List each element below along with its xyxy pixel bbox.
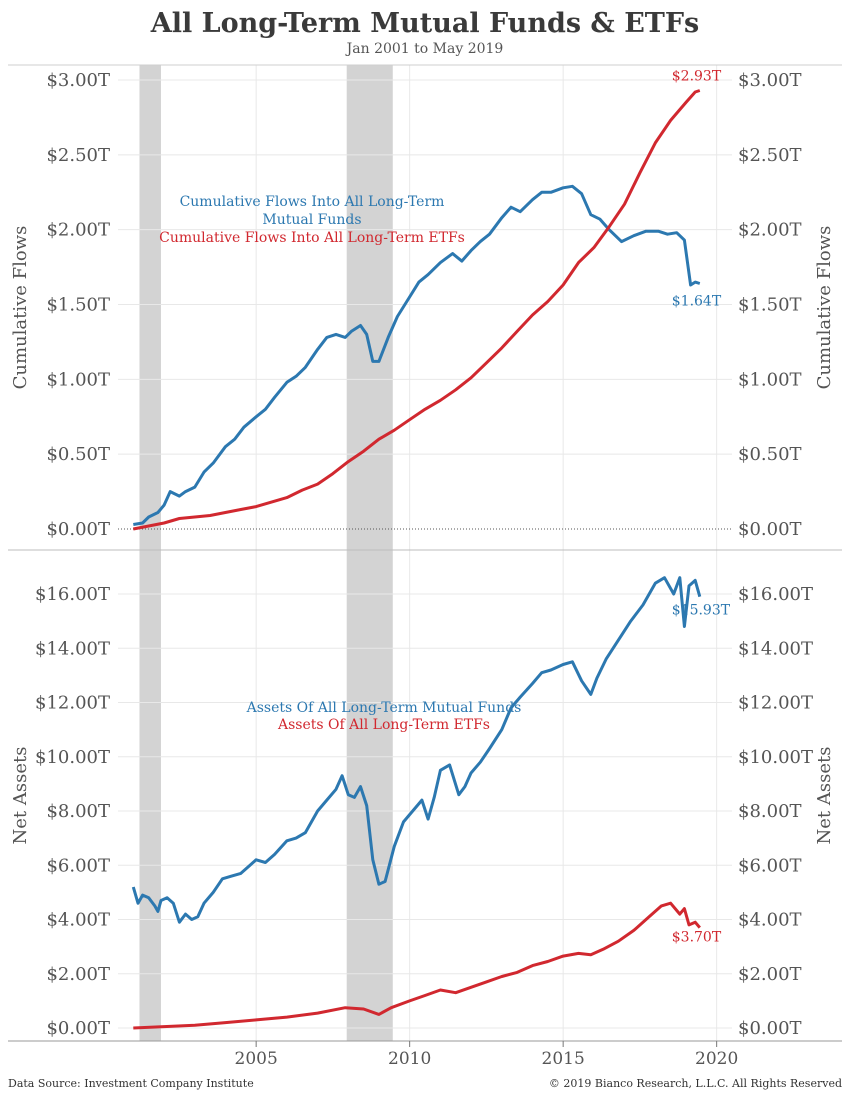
y-tick-label-right: $4.00T — [738, 910, 802, 931]
y-tick-label-left: $6.00T — [46, 855, 110, 876]
y-tick-label-left: $0.00T — [46, 1018, 110, 1039]
y-tick-label-right: $0.00T — [738, 1018, 802, 1039]
y-tick-label-right: $8.00T — [738, 801, 802, 822]
y-axis-label-right: Cumulative Flows — [814, 226, 835, 390]
y-tick-label-right: $14.00T — [738, 638, 813, 659]
y-tick-label-left: $16.00T — [35, 584, 110, 605]
series-annotation: Cumulative Flows Into All Long-Term — [180, 194, 445, 210]
y-tick-label-right: $12.00T — [738, 693, 813, 714]
recession-band — [346, 65, 393, 550]
end-value-label: $3.70T — [672, 930, 722, 946]
y-tick-label-left: $0.50T — [46, 444, 110, 465]
assets-panel: $0.00T $0.00T $2.00T $2.00T $4.00T $4.00T $6.0… — [10, 550, 835, 1041]
series-annotation: Assets Of All Long-Term Mutual Funds — [246, 700, 522, 716]
chart-subtitle: Jan 2001 to May 2019 — [346, 41, 504, 57]
copyright-note: © 2019 Bianco Research, L.L.C. All Right… — [548, 1077, 842, 1090]
y-axis-label-left: Net Assets — [10, 747, 31, 845]
y-tick-label-right: $0.00T — [738, 519, 802, 540]
y-tick-label-left: $2.00T — [46, 964, 110, 985]
series-annotation: Cumulative Flows Into All Long-Term ETFs — [159, 230, 465, 246]
mutual-funds-assets-line — [131, 576, 702, 924]
y-tick-label-left: $10.00T — [35, 747, 110, 768]
etf-assets-line — [133, 901, 701, 1030]
y-tick-label-right: $16.00T — [738, 584, 813, 605]
y-tick-label-right: $2.00T — [738, 220, 802, 241]
y-tick-label-right: $6.00T — [738, 855, 802, 876]
y-tick-label-right: $2.50T — [738, 145, 802, 166]
series-annotation: Mutual Funds — [262, 212, 361, 228]
data-source-note: Data Source: Investment Company Institut… — [8, 1077, 254, 1090]
x-tick-label: 2020 — [695, 1049, 738, 1069]
end-value-label: $1.64T — [672, 294, 722, 310]
recession-band — [139, 65, 161, 550]
y-axis-label-right: Net Assets — [814, 747, 835, 845]
series-annotation: Assets Of All Long-Term ETFs — [277, 717, 490, 733]
x-tick-label: 2010 — [388, 1049, 431, 1069]
chart-title: All Long-Term Mutual Funds & ETFs — [150, 8, 700, 39]
etf-flows-line — [133, 89, 701, 531]
y-tick-label-right: $0.50T — [738, 444, 802, 465]
y-tick-label-left: $14.00T — [35, 638, 110, 659]
y-tick-label-left: $2.50T — [46, 145, 110, 166]
y-tick-label-left: $4.00T — [46, 910, 110, 931]
x-tick-label: 2015 — [542, 1049, 585, 1069]
y-tick-label-right: $3.00T — [738, 70, 802, 91]
end-value-label: $15.93T — [672, 603, 731, 619]
y-tick-label-right: $10.00T — [738, 747, 813, 768]
y-axis-label-left: Cumulative Flows — [10, 226, 31, 390]
x-tick-label: 2005 — [235, 1049, 278, 1069]
recession-band — [139, 550, 161, 1041]
end-value-label: $2.93T — [672, 68, 722, 84]
y-tick-label-right: $1.50T — [738, 295, 802, 316]
y-tick-label-left: $2.00T — [46, 220, 110, 241]
y-tick-label-left: $1.50T — [46, 295, 110, 316]
flows-panel: $0.00T $0.00T $0.50T $0.50T $1.00T $1.00T $1.5… — [10, 65, 835, 550]
y-tick-label-left: $8.00T — [46, 801, 110, 822]
y-tick-label-right: $1.00T — [738, 369, 802, 390]
y-tick-label-left: $0.00T — [46, 519, 110, 540]
y-tick-label-right: $2.00T — [738, 964, 802, 985]
y-tick-label-left: $12.00T — [35, 693, 110, 714]
y-tick-label-left: $1.00T — [46, 369, 110, 390]
y-tick-label-left: $3.00T — [46, 70, 110, 91]
